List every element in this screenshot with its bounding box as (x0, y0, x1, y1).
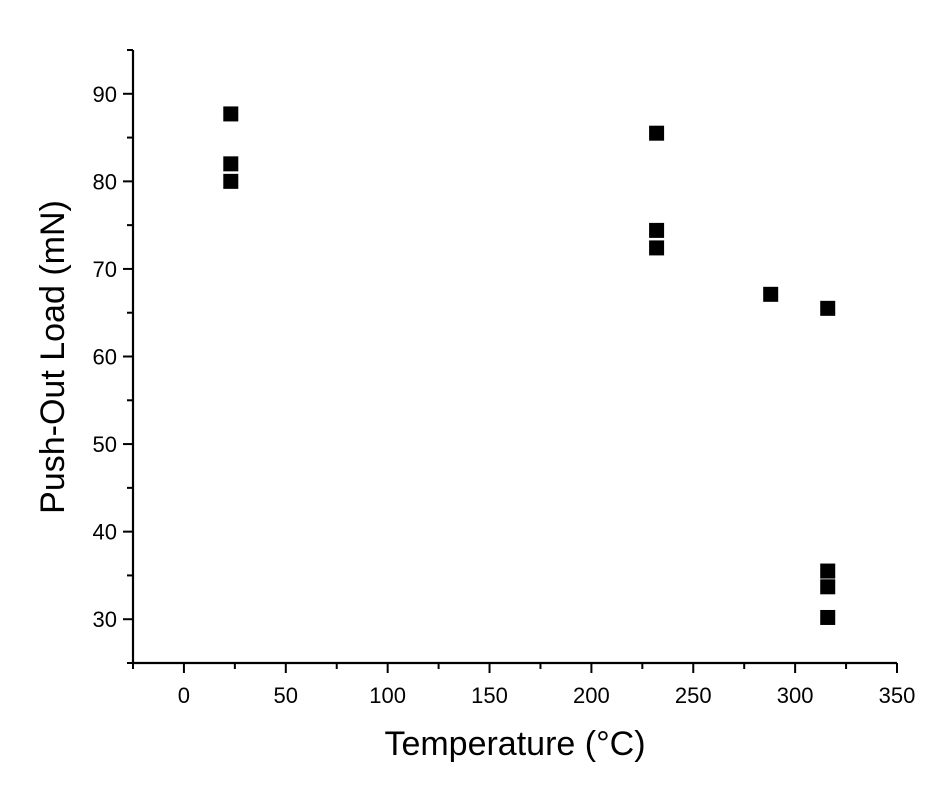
data-point-marker (763, 286, 779, 302)
ticks: 0 50 100 150 200 250 300 350 30 40 50 60 70 80 90 (93, 49, 916, 708)
data-point-marker (649, 125, 665, 141)
x-axis-title: Temperature (°C) (384, 725, 645, 763)
axes (131, 50, 897, 665)
data-point-marker (820, 579, 836, 595)
y-tick-label: 30 (93, 607, 117, 632)
data-point-marker (820, 609, 836, 625)
y-tick-label: 40 (93, 520, 117, 545)
data-point-marker (223, 173, 239, 189)
x-tick-label: 150 (471, 683, 508, 708)
x-tick-label: 300 (777, 683, 814, 708)
y-tick-label: 90 (93, 82, 117, 107)
data-point-marker (820, 563, 836, 579)
x-tick-label: 200 (573, 683, 610, 708)
x-tick-label: 50 (274, 683, 298, 708)
y-axis-title: Push-Out Load (mN) (34, 200, 72, 514)
data-point-marker (649, 222, 665, 238)
y-tick-label: 70 (93, 257, 117, 282)
x-tick-label: 100 (369, 683, 406, 708)
data-point-marker (223, 156, 239, 172)
x-tick-label: 250 (675, 683, 712, 708)
x-tick-label: 0 (178, 683, 190, 708)
data-point-marker (223, 106, 239, 122)
data-point-marker (820, 300, 836, 316)
data-point-marker (649, 240, 665, 256)
y-tick-label: 50 (93, 432, 117, 457)
y-tick-label: 60 (93, 345, 117, 370)
x-tick-label: 350 (879, 683, 916, 708)
y-tick-label: 80 (93, 169, 117, 194)
data-points (223, 106, 836, 625)
